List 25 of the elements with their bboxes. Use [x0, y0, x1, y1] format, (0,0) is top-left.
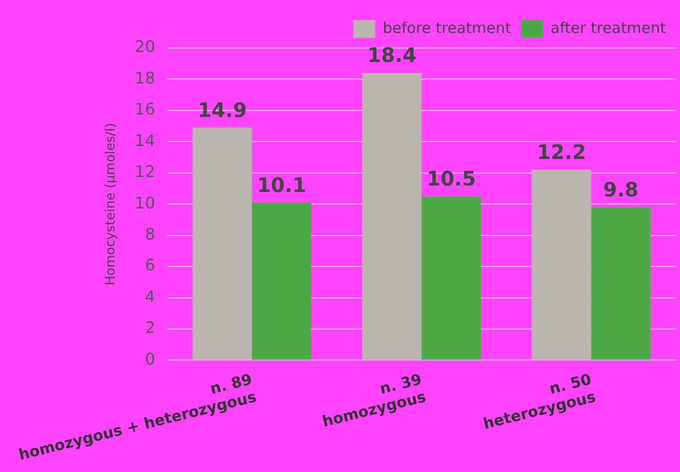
bar	[591, 207, 651, 360]
bar	[252, 202, 312, 360]
y-tick-label: 6	[144, 256, 156, 275]
y-tick-label: 10	[134, 193, 156, 212]
data-label: 9.8	[603, 177, 639, 202]
bar	[422, 196, 481, 360]
y-tick-label: 0	[144, 349, 156, 368]
bar	[192, 128, 252, 360]
y-tick-label: 14	[134, 130, 156, 150]
y-axis-title: Homocysteine (µmoles/l)	[103, 122, 118, 286]
bar	[532, 170, 592, 360]
legend-label: after treatment	[550, 18, 666, 37]
data-label: 10.5	[426, 166, 476, 191]
y-tick-label: 2	[144, 318, 156, 338]
data-label: 18.4	[367, 43, 417, 68]
y-tick-label: 20	[134, 37, 156, 56]
legend-label: before treatment	[382, 18, 512, 37]
y-tick-label: 16	[134, 100, 156, 119]
y-tick-label: 18	[134, 68, 156, 88]
y-tick-label: 8	[144, 224, 156, 244]
bar	[362, 72, 422, 360]
data-label: 12.2	[536, 140, 586, 164]
data-label: 10.1	[256, 172, 306, 197]
y-tick-label: 12	[134, 162, 156, 182]
y-tick-label: 4	[144, 286, 156, 306]
